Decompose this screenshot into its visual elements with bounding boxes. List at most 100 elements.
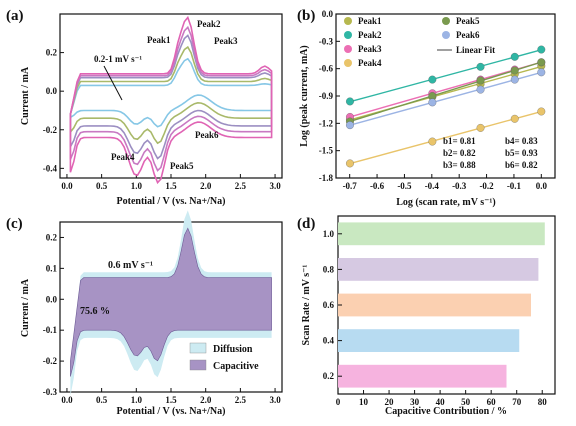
x-axis-label-c: Potential / V (vs. Na+/Na) (117, 406, 226, 417)
x-tick-label: 1.0 (131, 181, 143, 191)
panel-label-d: (d) (297, 216, 315, 232)
point-Peak6 (510, 75, 519, 84)
x-tick-label: -0.6 (370, 181, 385, 191)
legend-label-Peak3: Peak3 (358, 44, 382, 54)
y-tick-label: 0.6 (323, 300, 335, 310)
x-tick-label: 0.0 (536, 181, 548, 191)
fit-line-Peak3 (349, 61, 542, 118)
y-tick-label: 1.0 (323, 229, 335, 239)
y-axis-label-b: Log (peak current, mA) (299, 45, 310, 146)
y-tick-label: -1.2 (319, 118, 334, 128)
x-tick-label: 30 (410, 397, 420, 407)
plot-frame (59, 13, 283, 179)
x-tick-label: 0.5 (96, 181, 108, 191)
cv-curve-0.8 (69, 25, 273, 172)
peak5-label: Peak5 (170, 161, 194, 171)
legend-marker-Peak2 (344, 31, 352, 39)
x-axis-label-a: Potential / V (vs. Na+/Na) (117, 196, 226, 207)
x-tick-label: 1.5 (165, 181, 177, 191)
point-Peak6 (428, 98, 437, 107)
fit-line-Peak6 (349, 71, 542, 126)
x-tick-label: -0.4 (425, 181, 440, 191)
point-Peak5 (510, 66, 519, 75)
x-tick-label: 80 (538, 397, 548, 407)
x-tick-label: 60 (487, 397, 497, 407)
legend-marker-Peak5 (442, 17, 450, 25)
point-Peak4 (346, 159, 354, 168)
point-Peak2 (428, 75, 437, 84)
y-tick-label: -0.9 (319, 91, 334, 101)
point-Peak4 (428, 137, 437, 146)
x-tick-label: 50 (461, 397, 471, 407)
point-Peak4 (510, 114, 519, 123)
y-tick-label: -0.2 (43, 356, 58, 366)
legend-label-diffusion: Diffusion (213, 344, 253, 355)
y-tick-label: -0.6 (319, 64, 334, 74)
peak3-label: Peak3 (214, 36, 238, 46)
panel-label-b: (b) (297, 8, 315, 24)
x-tick-label: 40 (436, 397, 446, 407)
y-tick-label: 0.4 (323, 336, 335, 346)
slope-label: b1= 0.81 (443, 136, 476, 146)
capacitive-area (70, 227, 272, 377)
legend-label-Peak5: Peak5 (456, 16, 480, 26)
point-Peak6 (346, 121, 354, 130)
panel-label-a: (a) (6, 8, 24, 24)
y-axis-label-a: Current / mA (20, 66, 31, 125)
x-tick-label: 20 (385, 397, 395, 407)
legend-swatch-diffusion (189, 342, 207, 354)
slope-label: b6= 0.82 (505, 160, 538, 170)
x-tick-label: 70 (512, 397, 522, 407)
x-tick-label: 3.0 (269, 181, 281, 191)
cv-curve-1 (69, 15, 273, 185)
panel-label-c: (c) (6, 216, 23, 232)
legend-label-fit: Linear Fit (456, 45, 495, 55)
point-Peak2 (346, 97, 354, 106)
bar-0.4 (338, 329, 520, 352)
y-axis-label-c: Current / mA (20, 278, 31, 337)
slope-label: b3= 0.88 (443, 160, 476, 170)
x-tick-label: 2.5 (235, 181, 247, 191)
point-Peak5 (537, 58, 546, 67)
fit-line-Peak2 (349, 49, 542, 103)
legend-label-Peak6: Peak6 (456, 30, 480, 40)
point-Peak5 (476, 76, 485, 85)
legend-label-Peak2: Peak2 (358, 30, 382, 40)
y-tick-label: 0.1 (46, 263, 58, 273)
y-tick-label: 0.2 (323, 371, 335, 381)
bar-0.6 (338, 293, 532, 317)
y-tick-label: -0.4 (43, 163, 58, 173)
peak6-label: Peak6 (195, 130, 219, 140)
x-tick-label: -0.1 (507, 181, 522, 191)
x-tick-label: -0.2 (479, 181, 494, 191)
x-tick-label: 0 (336, 397, 341, 407)
y-tick-label: -1.8 (319, 173, 334, 183)
x-tick-label: 0.5 (96, 395, 108, 405)
x-tick-label: 0.0 (61, 395, 73, 405)
annotation-percent: 75.6 % (80, 306, 110, 317)
bar-0.8 (338, 258, 539, 281)
point-Peak4 (537, 107, 546, 116)
legend-label-Peak4: Peak4 (358, 58, 382, 68)
x-tick-label: 2.5 (235, 395, 247, 405)
legend-swatch-capacitive (189, 359, 207, 371)
y-axis-label-d: Scan Rate / mV s⁻¹ (301, 265, 312, 346)
fit-line-Peak5 (349, 61, 542, 123)
annotation-arrow (103, 65, 123, 101)
y-tick-label: -1.5 (319, 146, 334, 156)
y-tick-label: 0.0 (46, 294, 58, 304)
x-tick-label: -0.7 (343, 181, 358, 191)
y-tick-label: 0.8 (323, 264, 335, 274)
y-tick-label: -0.2 (43, 125, 58, 135)
legend-marker-Peak6 (442, 31, 450, 39)
y-tick-label: -0.3 (43, 387, 58, 397)
point-Peak6 (476, 85, 485, 94)
point-Peak2 (476, 62, 485, 71)
annotation-scan-rate-c: 0.6 mV s⁻¹ (108, 260, 153, 271)
slope-label: b2= 0.82 (443, 148, 476, 158)
x-tick-label: -0.5 (397, 181, 412, 191)
y-tick-label: 0.2 (46, 232, 58, 242)
y-tick-label: -0.3 (319, 36, 334, 46)
x-axis-label-b: Log (scan rate, mV s⁻¹) (396, 197, 495, 208)
